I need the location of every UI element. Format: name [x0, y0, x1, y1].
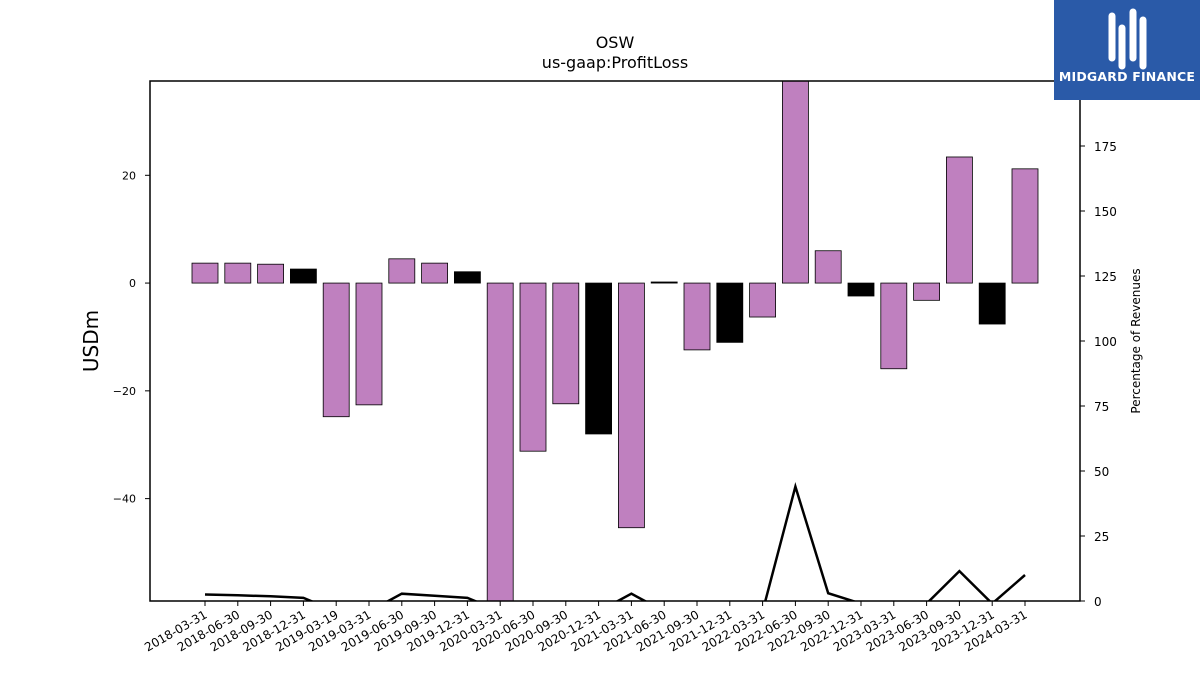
y2-tick-label: 150: [1094, 205, 1117, 219]
bar-2019-03-19: [322, 282, 350, 418]
plot-frame: [149, 80, 1081, 602]
bar-2020-06-30: [519, 282, 547, 452]
bar-2020-12-31: [585, 282, 612, 435]
y2-tick-label: 175: [1094, 140, 1117, 154]
bar-2023-09-30: [946, 156, 973, 284]
y2-tick-label: 50: [1094, 465, 1109, 479]
y2-axis-label: Percentage of Revenues: [1129, 268, 1143, 413]
bar-2022-03-31: [749, 282, 776, 318]
y-tick-label: −40: [113, 493, 136, 506]
bar-2022-09-30: [814, 250, 842, 284]
chart-title: OSW: [596, 33, 635, 52]
bar-2019-12-31: [453, 271, 481, 284]
y-tick-label: −20: [113, 385, 136, 398]
bar-2018-06-30: [224, 262, 252, 284]
y2-tick-label: 75: [1094, 400, 1109, 414]
y-tick-label: 0: [129, 277, 136, 290]
bar-2022-12-31: [847, 282, 875, 297]
y2-tick-label: 25: [1094, 530, 1109, 544]
y2-tick-label: 100: [1094, 335, 1117, 349]
bar-2020-09-30: [552, 282, 580, 405]
bar-2022-06-30: [782, 80, 809, 284]
midgard-finance-logo: MIDGARD FINANCE: [1054, 0, 1200, 100]
bar-2024-03-31: [1011, 168, 1039, 284]
bar-2023-03-31: [880, 282, 908, 370]
bar-2021-03-31: [618, 282, 645, 529]
y2-tick-label: 125: [1094, 270, 1117, 284]
revenue-percentage-line: [204, 482, 1026, 601]
bar-2023-12-31: [978, 282, 1006, 325]
bar-2023-06-30: [913, 282, 940, 301]
logo-mark-icon: [1108, 8, 1147, 70]
bar-2021-09-30: [683, 282, 711, 351]
bar-2018-03-31: [191, 262, 219, 284]
bar-2021-12-31: [716, 282, 744, 343]
bar-2021-06-30: [650, 281, 678, 284]
bar-2018-09-30: [257, 263, 285, 284]
logo-text: MIDGARD FINANCE: [1058, 69, 1196, 84]
bar-2018-12-31: [289, 268, 317, 284]
bar-2019-06-30: [388, 258, 416, 284]
bar-2019-09-30: [421, 262, 449, 284]
y-axis-label: USDm: [79, 310, 103, 372]
y-tick-label: 20: [122, 169, 136, 182]
bar-2020-03-31: [486, 282, 514, 602]
bar-2019-03-31: [355, 282, 383, 406]
y2-tick-label: 0: [1094, 595, 1102, 609]
chart-subtitle: us-gaap:ProfitLoss: [542, 53, 688, 72]
